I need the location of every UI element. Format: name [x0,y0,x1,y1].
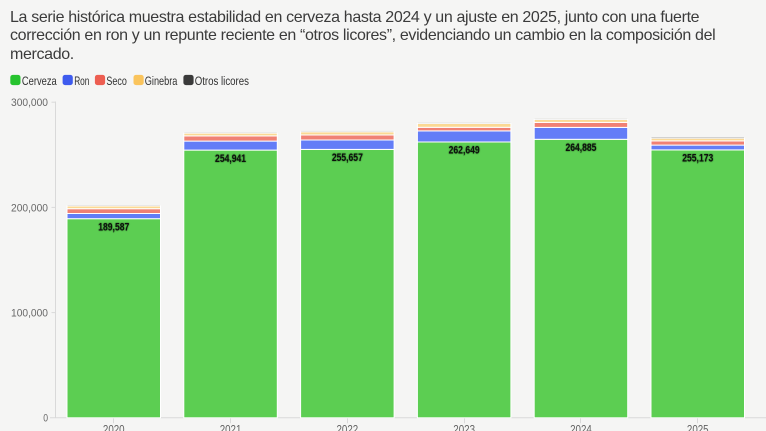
svg-text:262,649: 262,649 [449,145,480,157]
svg-text:2024: 2024 [570,423,592,431]
svg-text:Ron: Ron [74,74,89,88]
svg-text:2025: 2025 [687,423,709,431]
svg-text:2022: 2022 [337,423,359,431]
svg-text:200,000: 200,000 [11,202,48,214]
svg-text:255,657: 255,657 [332,152,363,164]
svg-text:100,000: 100,000 [11,308,48,320]
svg-text:300,000: 300,000 [11,97,48,109]
svg-text:Ginebra: Ginebra [145,74,178,88]
svg-text:254,941: 254,941 [215,153,246,165]
svg-text:189,587: 189,587 [98,221,129,233]
svg-text:Cerveza: Cerveza [22,74,57,88]
svg-text:2023: 2023 [453,423,475,431]
svg-text:264,885: 264,885 [565,142,596,154]
svg-text:Seco: Seco [106,74,127,88]
svg-text:2021: 2021 [220,423,242,431]
svg-text:0: 0 [43,412,48,424]
svg-text:255,173: 255,173 [682,153,713,165]
svg-text:2020: 2020 [103,423,125,431]
svg-text:Otros licores: Otros licores [195,74,249,88]
